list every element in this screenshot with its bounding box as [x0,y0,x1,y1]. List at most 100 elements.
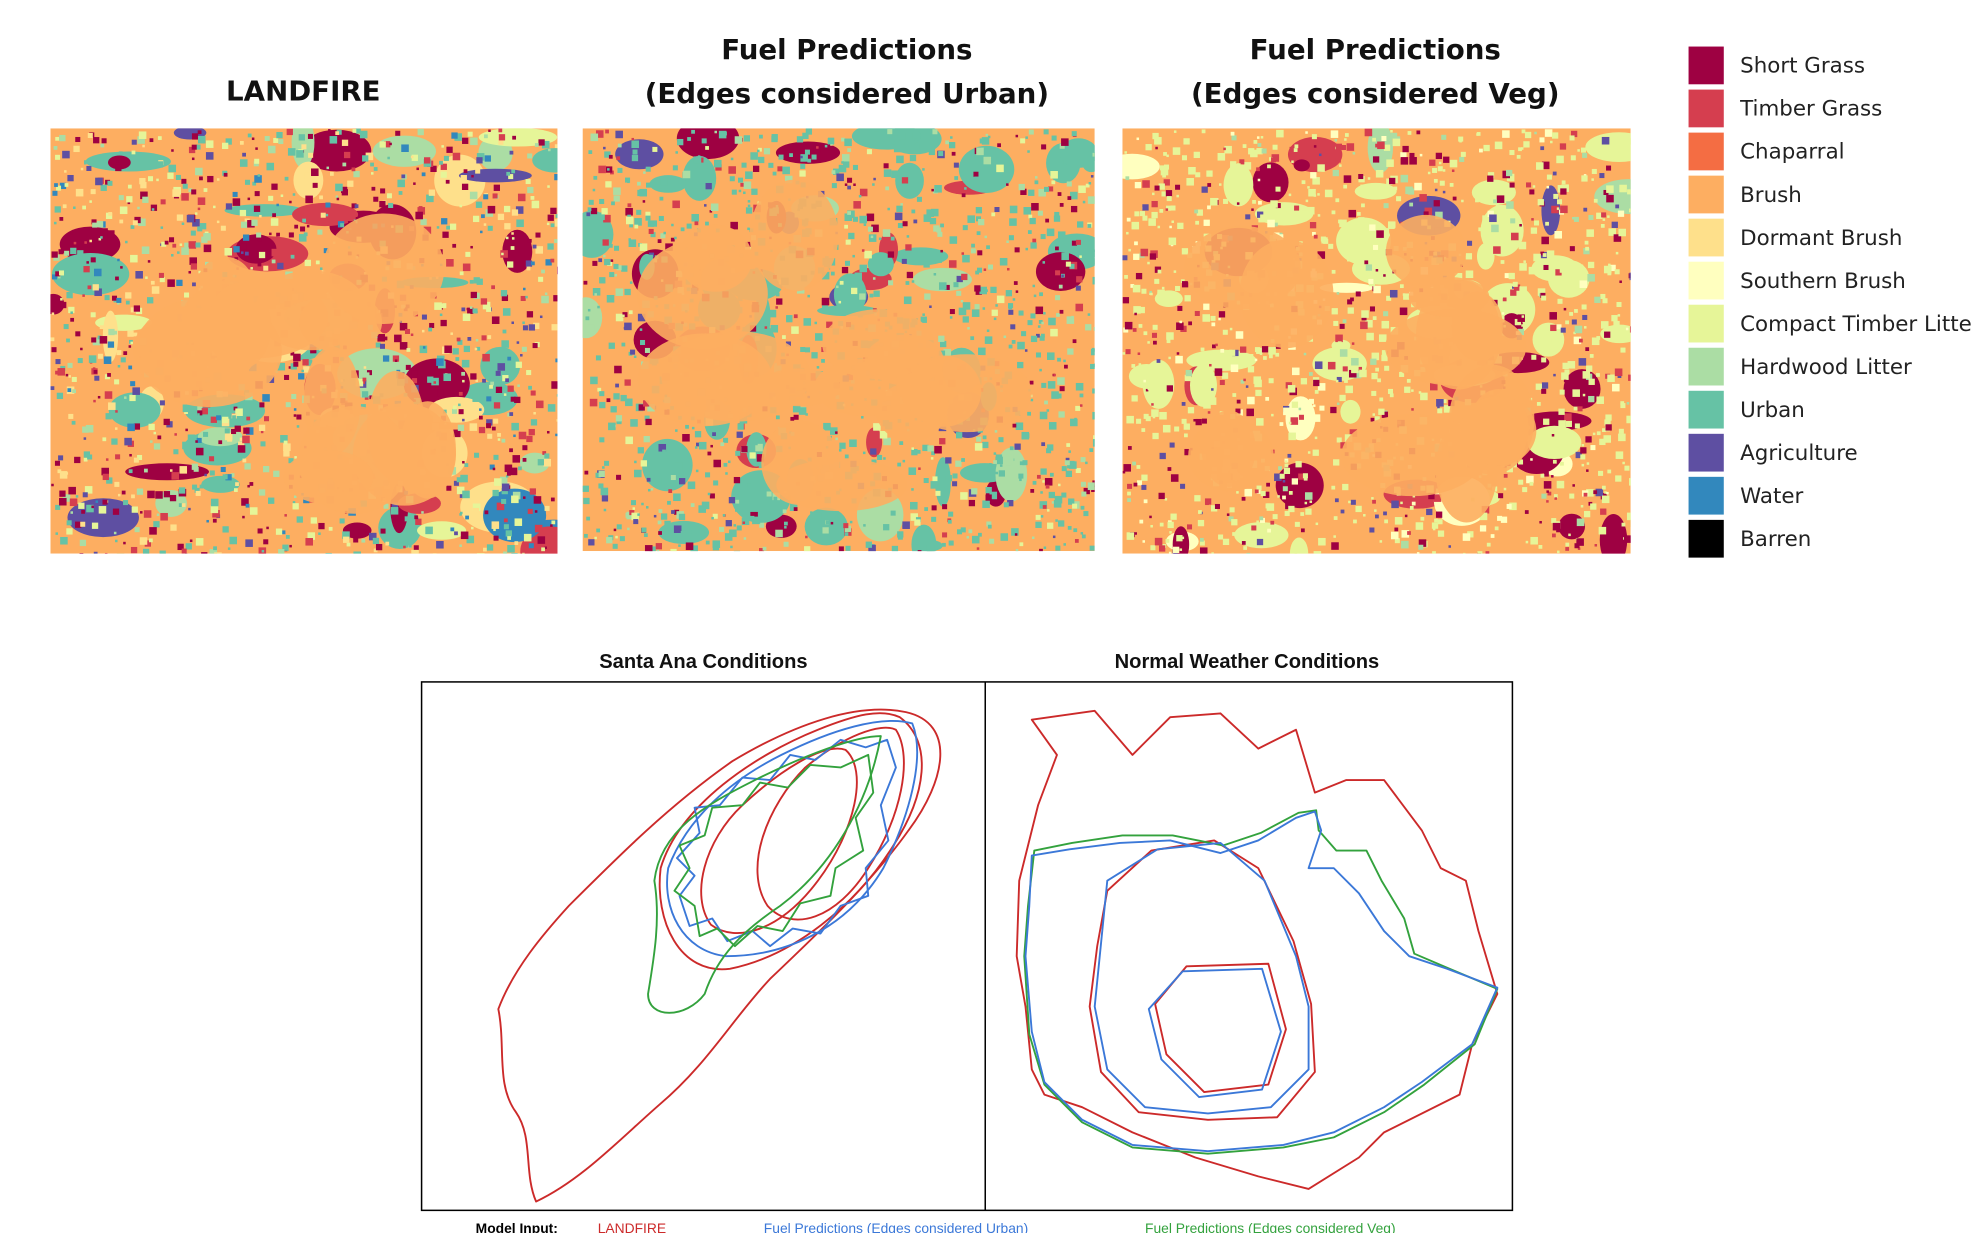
map-pixel [782,167,790,175]
map-pixel [446,226,450,230]
map-pixel [1574,309,1578,313]
map-pixel [1529,267,1537,275]
map-pixel [659,509,663,513]
map-pixel [1581,505,1584,508]
map-pixel [1560,188,1566,194]
map-pixel [1580,454,1585,459]
map-pixel [809,532,812,535]
map-pixel [1401,157,1409,165]
map-pixel [536,401,544,409]
map-pixel [1560,390,1565,395]
map-pixel [972,309,980,317]
map-pixel [422,330,425,333]
map-pixel [198,136,206,144]
map-pixel [507,261,513,267]
map-pixel [725,472,728,475]
map-pixel [493,468,496,471]
map-pixel [1157,359,1161,363]
map-pixel [1159,412,1167,420]
map-pixel [125,292,131,298]
map-pixel [1000,464,1003,467]
map-pixel [1565,320,1569,324]
map-pixel [1059,285,1063,289]
map-pixel [1088,196,1096,204]
map-pixel [204,188,208,192]
map-pixel [918,550,922,554]
map-pixel [1088,482,1096,490]
map-pixel [794,314,798,318]
map-pixel [66,292,72,298]
map-pixel [1067,348,1073,354]
map-patch [1105,154,1160,180]
map-pixel [490,382,494,386]
map-pixel [983,307,986,310]
map-pixel [1066,471,1072,477]
map-pixel [1085,462,1088,465]
map-pixel [1177,352,1180,355]
map-pixel [115,427,118,430]
map-pixel [1618,211,1624,217]
map-pixel [84,458,88,462]
map-pixel [1479,149,1483,153]
plot-frame [422,682,1513,1210]
map-pixel [132,506,138,512]
map-patch [1585,132,1652,162]
map-pixel [177,251,180,254]
map-pixel [1040,412,1048,420]
map-pixel [101,185,107,191]
map-pixel [1339,220,1347,228]
map-pixel [1256,167,1260,171]
map-pixel [1215,344,1218,347]
map-pixel [1194,152,1200,158]
map-pixel [1498,493,1503,498]
map-pixel [723,514,726,517]
map-pixel [551,521,555,525]
map-pixel [753,434,758,439]
map-pixel [1545,222,1549,226]
map-pixel [1193,419,1196,422]
map-pixel [504,518,508,522]
map-pixel [158,136,162,140]
map-pixel [242,459,246,463]
map-pixel [1565,543,1569,547]
map-pixel [470,192,478,200]
map-pixel [475,379,478,382]
map-pixel [1035,176,1038,179]
map-pixel [1331,542,1339,550]
map-pixel [1553,460,1557,464]
map-pixel [391,516,395,520]
map-pixel [611,406,617,412]
map-pixel [868,227,873,232]
map-pixel [1615,475,1621,481]
map-pixel [1581,148,1586,153]
map-pixel [1036,307,1044,315]
map-pixel [938,336,944,342]
map-pixel [1220,380,1225,385]
map-pixel [209,456,214,461]
map-pixel [1211,322,1215,326]
map-pixel [1081,506,1085,510]
map-pixel [174,433,177,436]
map-pixel [647,478,651,482]
map-pixel [1607,375,1615,383]
map-pixel [1440,181,1445,186]
map-pixel [1251,208,1254,211]
map-pixel [1319,406,1324,411]
map-pixel [134,305,140,311]
map-pixel [116,298,121,303]
map-pixel [206,520,209,523]
map-pixel [1369,224,1375,230]
map-pixel [1401,175,1409,183]
map-pixel [121,357,126,362]
map-pixel [950,309,955,314]
map-pixel [545,506,550,511]
map-pixel [1340,349,1348,357]
map-pixel [588,325,594,331]
legend-label: Agriculture [1740,441,1858,466]
map-pixel [1290,147,1294,151]
map-pixel [503,308,511,316]
map-pixel [1418,545,1423,550]
map-pixel [475,169,480,174]
map-pixel [1229,350,1235,356]
map-pixel [846,240,851,245]
